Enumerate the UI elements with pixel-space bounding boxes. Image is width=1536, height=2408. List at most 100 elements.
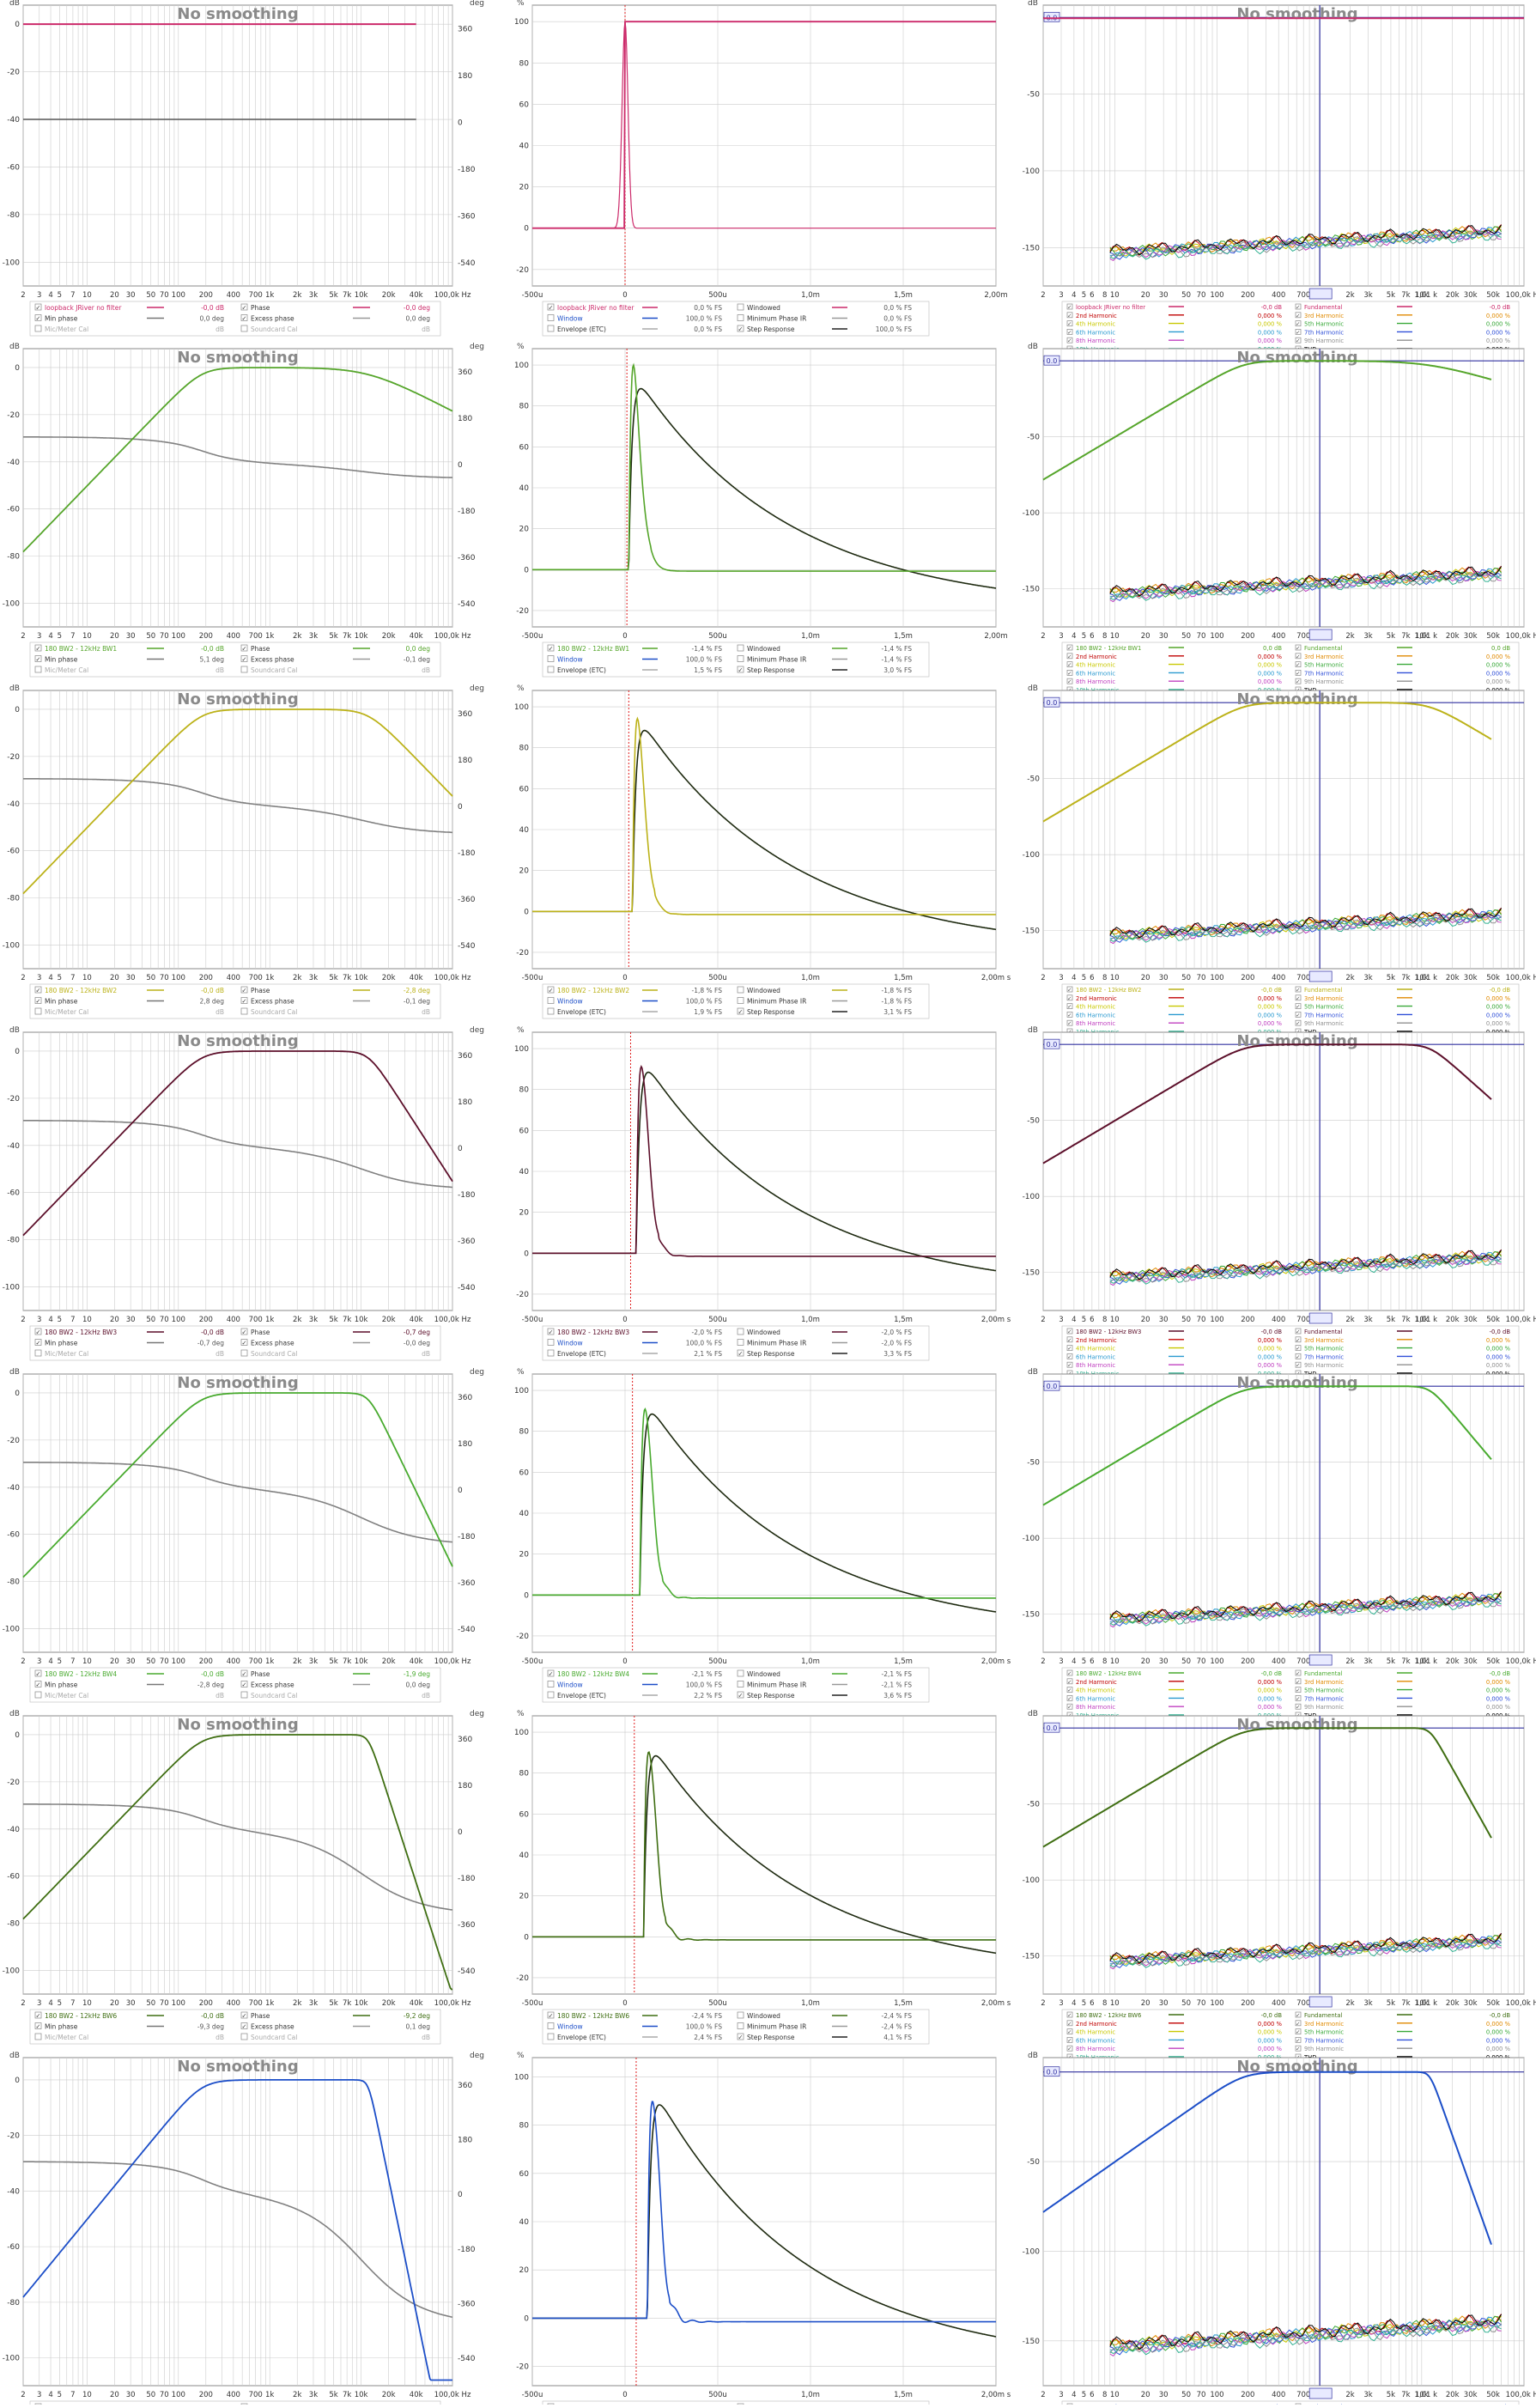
legend-checkbox[interactable] [34, 1328, 42, 1335]
legend-checkbox[interactable] [1066, 1353, 1073, 1359]
legend-checkbox[interactable] [240, 1328, 248, 1335]
legend-checkbox[interactable] [1066, 1012, 1073, 1018]
legend-checkbox[interactable] [737, 1007, 744, 1015]
legend-checkbox[interactable] [547, 1007, 555, 1015]
legend-checkbox[interactable] [547, 1328, 555, 1335]
legend-checkbox[interactable] [737, 325, 744, 332]
legend-checkbox[interactable] [34, 986, 42, 994]
legend-checkbox[interactable] [34, 2011, 42, 2019]
legend-checkbox[interactable] [240, 1691, 248, 1699]
legend-checkbox[interactable] [737, 314, 744, 321]
legend-checkbox[interactable] [1066, 994, 1073, 1001]
legend-checkbox[interactable] [1295, 312, 1302, 319]
legend-checkbox[interactable] [1066, 1328, 1073, 1335]
legend-checkbox[interactable] [34, 644, 42, 652]
legend-checkbox[interactable] [737, 2011, 744, 2019]
legend-checkbox[interactable] [1295, 1012, 1302, 1018]
legend-checkbox[interactable] [1066, 1687, 1073, 1693]
legend-checkbox[interactable] [1066, 1695, 1073, 1701]
legend-checkbox[interactable] [737, 303, 744, 311]
legend-checkbox[interactable] [240, 2033, 248, 2040]
legend-checkbox[interactable] [547, 2022, 555, 2029]
legend-checkbox[interactable] [1295, 994, 1302, 1001]
legend-checkbox[interactable] [1066, 1361, 1073, 1368]
legend-checkbox[interactable] [1066, 986, 1073, 993]
legend-checkbox[interactable] [34, 2033, 42, 2040]
legend-checkbox[interactable] [737, 1669, 744, 1677]
legend-checkbox[interactable] [547, 303, 555, 311]
legend-checkbox[interactable] [1295, 337, 1302, 344]
legend-checkbox[interactable] [1295, 1328, 1302, 1335]
legend-checkbox[interactable] [240, 2022, 248, 2029]
legend-checkbox[interactable] [1295, 329, 1302, 335]
legend-checkbox[interactable] [240, 644, 248, 652]
legend-checkbox[interactable] [737, 1328, 744, 1335]
legend-checkbox[interactable] [240, 314, 248, 321]
legend-checkbox[interactable] [34, 1681, 42, 1687]
legend-checkbox[interactable] [1066, 1703, 1073, 1710]
legend-checkbox[interactable] [1066, 1678, 1073, 1685]
legend-checkbox[interactable] [737, 1681, 744, 1687]
legend-checkbox[interactable] [737, 655, 744, 662]
legend-checkbox[interactable] [1295, 670, 1302, 676]
legend-checkbox[interactable] [34, 1349, 42, 1357]
legend-checkbox[interactable] [34, 1669, 42, 1677]
legend-checkbox[interactable] [1066, 661, 1073, 667]
legend-checkbox[interactable] [1066, 1345, 1073, 1351]
legend-checkbox[interactable] [240, 666, 248, 673]
legend-checkbox[interactable] [1295, 1669, 1302, 1676]
legend-checkbox[interactable] [1295, 1353, 1302, 1359]
legend-checkbox[interactable] [547, 325, 555, 332]
legend-checkbox[interactable] [240, 1669, 248, 1677]
legend-checkbox[interactable] [737, 997, 744, 1004]
legend-checkbox[interactable] [1066, 337, 1073, 344]
legend-checkbox[interactable] [547, 644, 555, 652]
legend-checkbox[interactable] [1295, 2011, 1302, 2018]
legend-checkbox[interactable] [547, 1339, 555, 1346]
legend-checkbox[interactable] [34, 314, 42, 321]
legend-checkbox[interactable] [34, 997, 42, 1004]
legend-checkbox[interactable] [737, 1339, 744, 1346]
legend-checkbox[interactable] [240, 325, 248, 332]
legend-checkbox[interactable] [1066, 329, 1073, 335]
legend-checkbox[interactable] [1066, 2028, 1073, 2034]
legend-checkbox[interactable] [1066, 2020, 1073, 2027]
legend-checkbox[interactable] [547, 2033, 555, 2040]
legend-checkbox[interactable] [1295, 661, 1302, 667]
legend-checkbox[interactable] [240, 303, 248, 311]
legend-checkbox[interactable] [547, 655, 555, 662]
legend-checkbox[interactable] [1066, 678, 1073, 684]
legend-checkbox[interactable] [1066, 2037, 1073, 2043]
legend-checkbox[interactable] [1295, 678, 1302, 684]
legend-checkbox[interactable] [547, 1691, 555, 1699]
legend-checkbox[interactable] [1066, 1336, 1073, 1343]
legend-checkbox[interactable] [1295, 1687, 1302, 1693]
legend-checkbox[interactable] [737, 986, 744, 994]
legend-checkbox[interactable] [1295, 1336, 1302, 1343]
legend-checkbox[interactable] [240, 2011, 248, 2019]
legend-checkbox[interactable] [1295, 1678, 1302, 1685]
legend-checkbox[interactable] [1295, 644, 1302, 651]
legend-checkbox[interactable] [547, 314, 555, 321]
legend-checkbox[interactable] [240, 655, 248, 662]
legend-checkbox[interactable] [1295, 1003, 1302, 1009]
legend-checkbox[interactable] [1066, 312, 1073, 319]
legend-checkbox[interactable] [737, 2033, 744, 2040]
legend-checkbox[interactable] [1066, 1003, 1073, 1009]
legend-checkbox[interactable] [547, 666, 555, 673]
legend-checkbox[interactable] [1295, 653, 1302, 660]
legend-checkbox[interactable] [34, 1339, 42, 1346]
legend-checkbox[interactable] [1295, 2037, 1302, 2043]
legend-checkbox[interactable] [737, 2022, 744, 2029]
legend-checkbox[interactable] [1066, 653, 1073, 660]
legend-checkbox[interactable] [240, 1349, 248, 1357]
legend-checkbox[interactable] [1295, 303, 1302, 310]
legend-checkbox[interactable] [1295, 1019, 1302, 1026]
legend-checkbox[interactable] [547, 1669, 555, 1677]
legend-checkbox[interactable] [1066, 670, 1073, 676]
legend-checkbox[interactable] [1295, 1345, 1302, 1351]
legend-checkbox[interactable] [1295, 320, 1302, 326]
legend-checkbox[interactable] [34, 1691, 42, 1699]
legend-checkbox[interactable] [737, 666, 744, 673]
legend-checkbox[interactable] [240, 1681, 248, 1687]
